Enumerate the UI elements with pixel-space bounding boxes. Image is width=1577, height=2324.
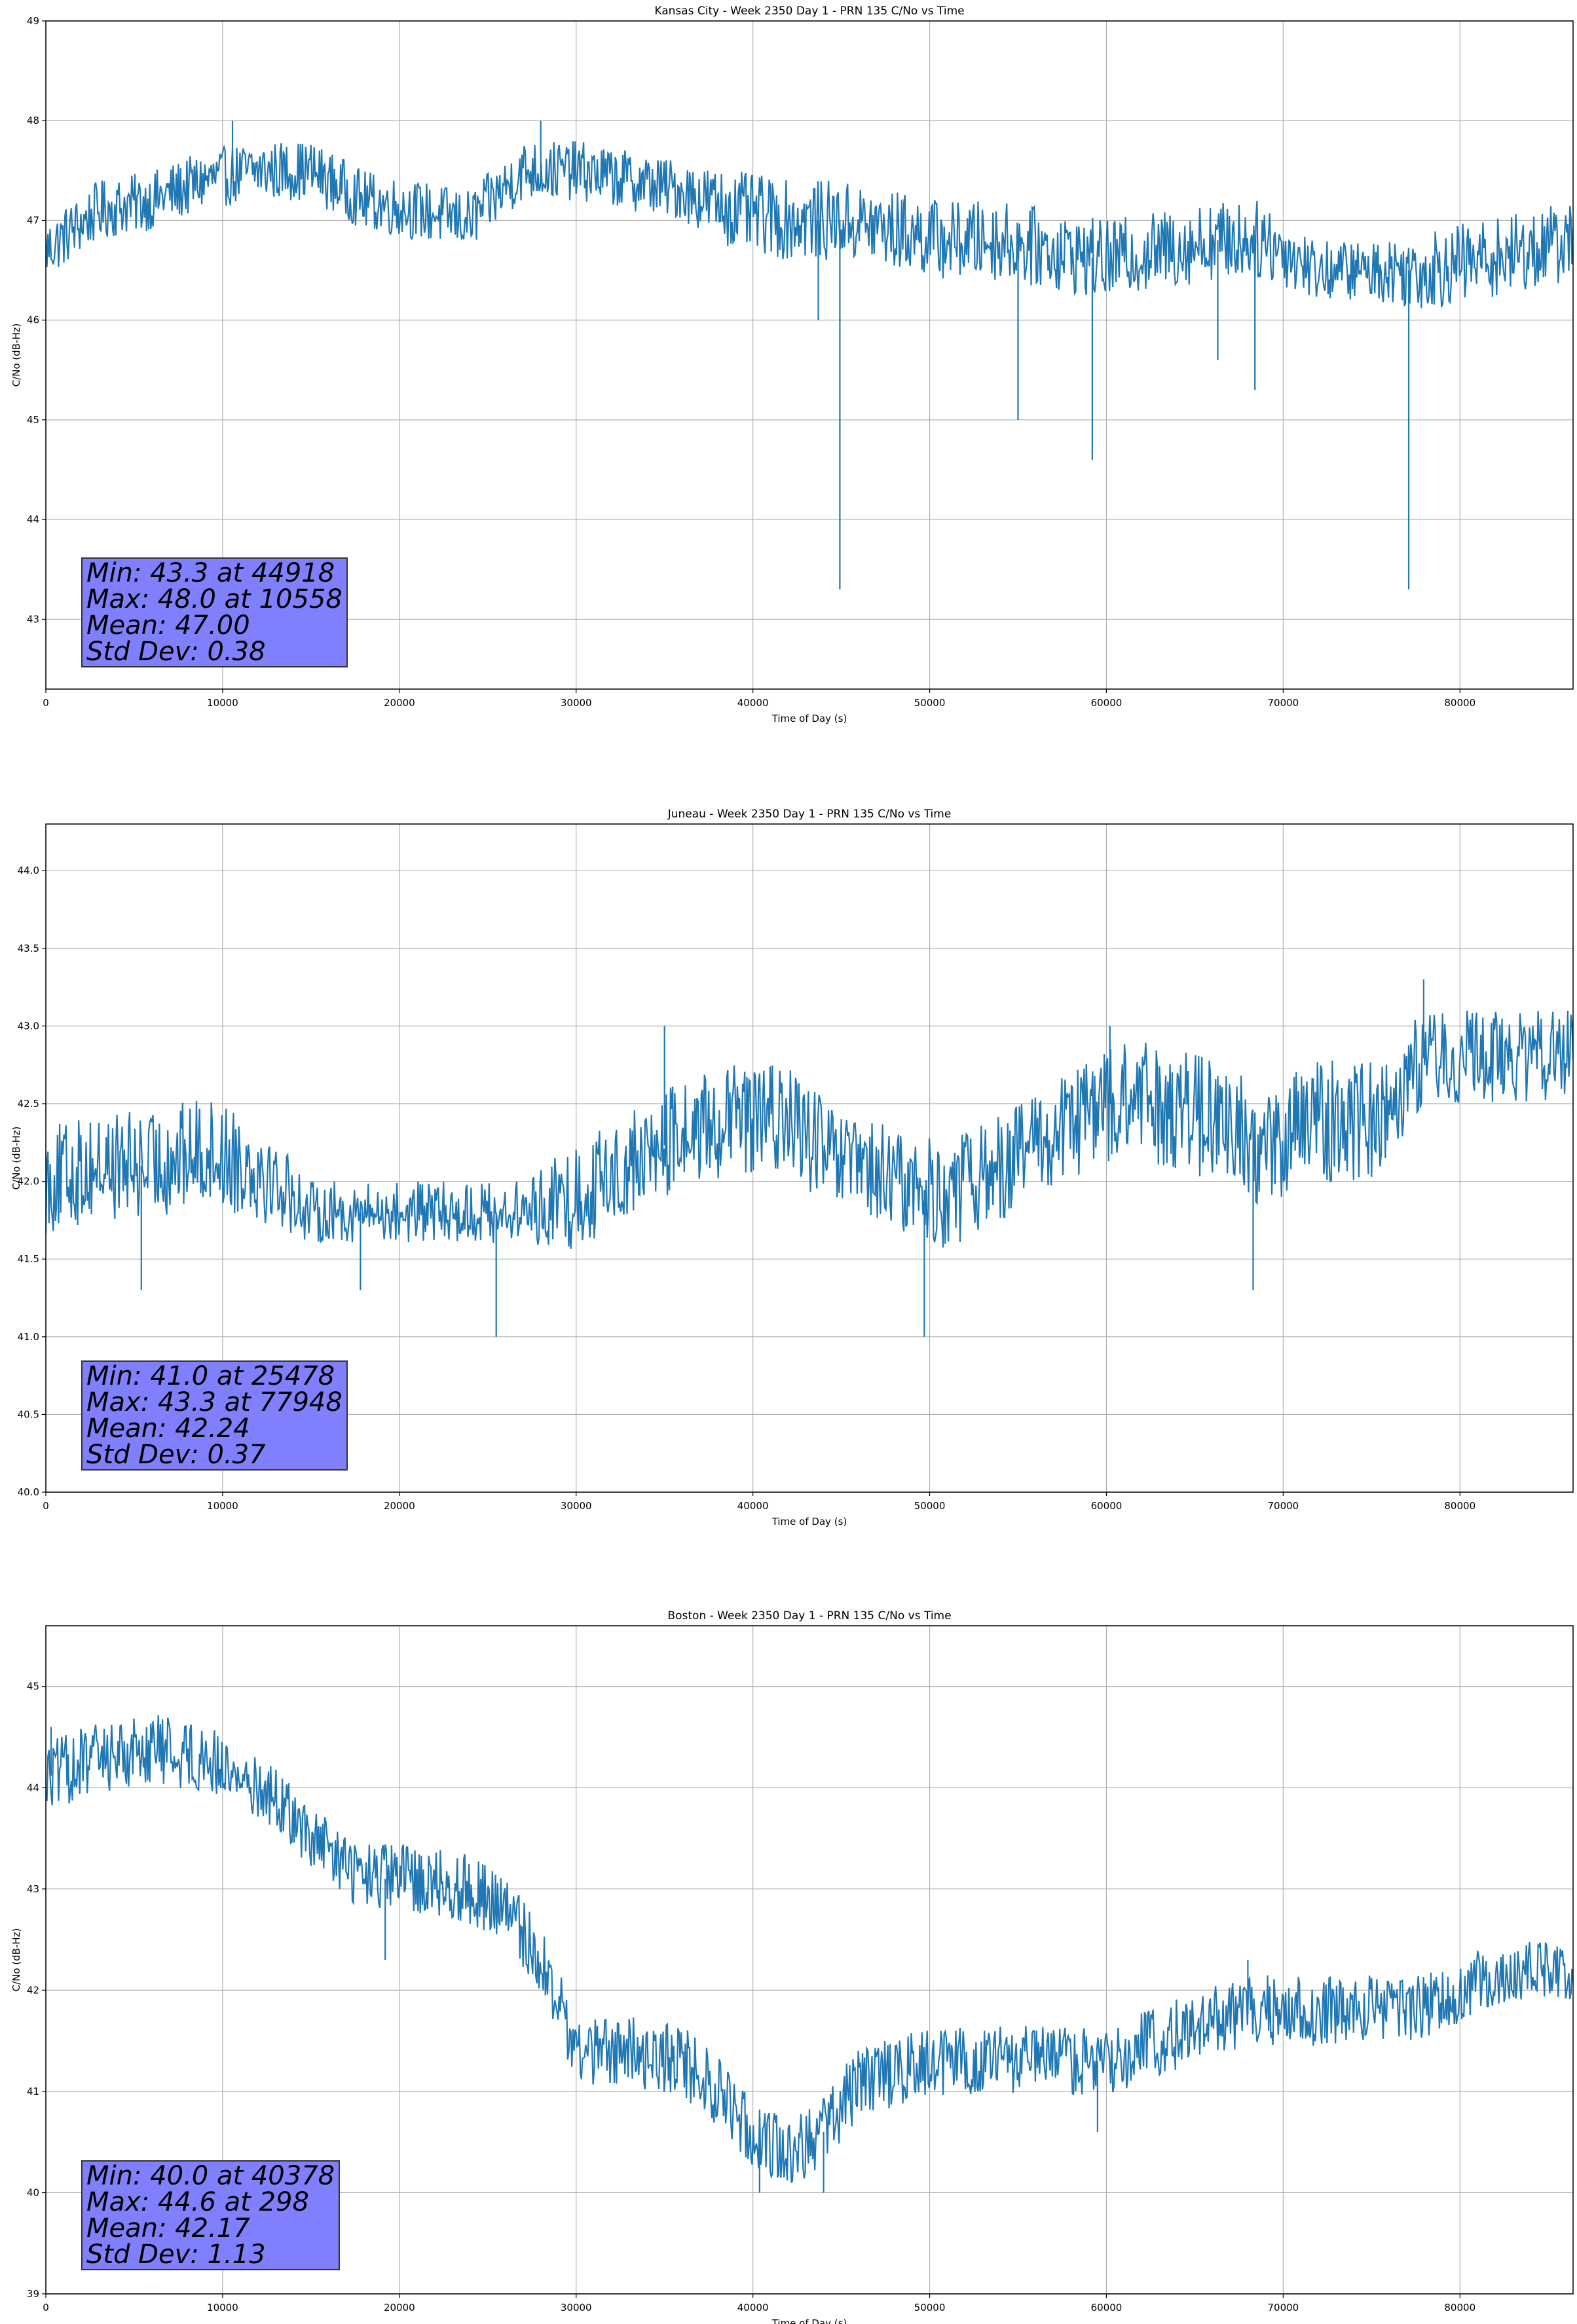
stats-max: Max: 43.3 at 77948 [86, 1387, 343, 1417]
plot-frame [45, 20, 1574, 690]
x-tick-label: 30000 [561, 697, 592, 709]
stats-mean: Mean: 42.24 [86, 1414, 250, 1444]
y-tick-label: 43 [27, 613, 39, 625]
series-spikes [140, 979, 1424, 1337]
y-tick-label: 45 [27, 1681, 39, 1693]
y-tick-label: 43.5 [18, 943, 39, 954]
plot-frame [45, 1625, 1574, 2295]
x-tick-label: 40000 [737, 697, 769, 709]
juneau-stats-box: Min: 41.0 at 25478 Max: 43.3 at 77948 Me… [81, 1360, 348, 1471]
x-tick-label: 10000 [207, 697, 238, 709]
y-tick-label: 41.5 [18, 1253, 39, 1265]
y-tick-label: 40 [27, 2186, 39, 2198]
x-tick-label: 0 [43, 1500, 49, 1512]
x-tick-label: 50000 [914, 1500, 946, 1512]
series-line [46, 1010, 1573, 1249]
y-tick-label: 43.0 [18, 1020, 39, 1032]
x-axis-label: Time of Day (s) [771, 713, 847, 724]
y-tick-label: 42.0 [18, 1176, 39, 1188]
series-group [46, 121, 1573, 590]
x-axis-label: Time of Day (s) [771, 1516, 847, 1527]
series-spikes [231, 121, 1410, 590]
x-tick-label: 0 [43, 697, 49, 709]
y-tick-label: 47 [27, 214, 39, 226]
x-tick-label: 70000 [1267, 697, 1299, 709]
y-tick-label: 39 [27, 2288, 39, 2300]
y-tick-label: 42.5 [18, 1098, 39, 1110]
y-axis-label: C/No (dB-Hz) [10, 324, 22, 387]
x-tick-label: 50000 [914, 697, 946, 709]
x-tick-label: 30000 [561, 1500, 592, 1512]
x-tick-label: 40000 [737, 2302, 769, 2314]
juneau-chart: Juneau - Week 2350 Day 1 - PRN 135 C/No … [10, 808, 1574, 1527]
x-tick-label: 60000 [1091, 1500, 1122, 1512]
stats-std-dev: Std Dev: 1.13 [86, 2240, 266, 2270]
x-tick-label: 70000 [1267, 1500, 1299, 1512]
boston-chart: Boston - Week 2350 Day 1 - PRN 135 C/No … [10, 1609, 1574, 2324]
stats-min: Min: 40.0 at 40378 [86, 2161, 335, 2191]
y-tick-label: 41.0 [18, 1331, 39, 1343]
x-tick-label: 10000 [207, 1500, 238, 1512]
x-tick-label: 20000 [384, 697, 415, 709]
y-tick-label: 49 [27, 15, 39, 27]
stats-min: Min: 43.3 at 44918 [86, 558, 335, 588]
series-group [46, 1715, 1573, 2193]
y-tick-label: 42 [27, 1984, 39, 1996]
y-tick-label: 44 [27, 514, 39, 525]
series-spikes [50, 1727, 1249, 2193]
stats-std-dev: Std Dev: 0.37 [86, 1440, 266, 1470]
boston-stats-box: Min: 40.0 at 40378 Max: 44.6 at 298 Mean… [81, 2160, 341, 2270]
y-tick-label: 44.0 [18, 865, 39, 876]
x-tick-label: 80000 [1444, 2302, 1475, 2314]
x-tick-label: 10000 [207, 2302, 238, 2314]
kansas-city-stats-box: Min: 43.3 at 44918 Max: 48.0 at 10558 Me… [81, 557, 348, 667]
x-axis-label: Time of Day (s) [771, 2317, 847, 2324]
x-tick-label: 70000 [1267, 2302, 1299, 2314]
y-tick-label: 40.5 [18, 1408, 39, 1420]
x-tick-label: 20000 [384, 1500, 415, 1512]
x-tick-label: 30000 [561, 2302, 592, 2314]
stats-mean: Mean: 47.00 [86, 610, 250, 641]
plot-frame [45, 823, 1574, 1493]
x-tick-label: 0 [43, 2302, 49, 2314]
series-line [46, 141, 1573, 309]
y-tick-label: 46 [27, 314, 39, 326]
y-tick-label: 41 [27, 2086, 39, 2097]
series-group [46, 979, 1573, 1337]
series-line [46, 1715, 1573, 2183]
chart-title: Boston - Week 2350 Day 1 - PRN 135 C/No … [667, 1609, 951, 1622]
stats-std-dev: Std Dev: 0.38 [86, 637, 266, 667]
x-tick-label: 50000 [914, 2302, 946, 2314]
y-tick-label: 43 [27, 1883, 39, 1895]
y-axis-label: C/No (dB-Hz) [10, 1127, 22, 1190]
y-axis-label: C/No (dB-Hz) [10, 1928, 22, 1992]
stats-mean: Mean: 42.17 [86, 2213, 250, 2243]
y-tick-label: 48 [27, 115, 39, 126]
x-tick-label: 60000 [1091, 2302, 1122, 2314]
chart-title: Kansas City - Week 2350 Day 1 - PRN 135 … [654, 5, 964, 18]
stats-max: Max: 48.0 at 10558 [86, 584, 343, 614]
x-tick-label: 60000 [1091, 697, 1122, 709]
x-tick-label: 80000 [1444, 697, 1475, 709]
x-tick-label: 80000 [1444, 1500, 1475, 1512]
y-tick-label: 44 [27, 1782, 39, 1793]
y-tick-label: 45 [27, 414, 39, 426]
x-tick-label: 40000 [737, 1500, 769, 1512]
x-tick-label: 20000 [384, 2302, 415, 2314]
stats-min: Min: 41.0 at 25478 [86, 1361, 335, 1391]
stats-max: Max: 44.6 at 298 [86, 2187, 309, 2217]
y-tick-label: 40.0 [18, 1486, 39, 1498]
kansas-city-chart: Kansas City - Week 2350 Day 1 - PRN 135 … [10, 5, 1574, 724]
chart-title: Juneau - Week 2350 Day 1 - PRN 135 C/No … [667, 808, 952, 821]
